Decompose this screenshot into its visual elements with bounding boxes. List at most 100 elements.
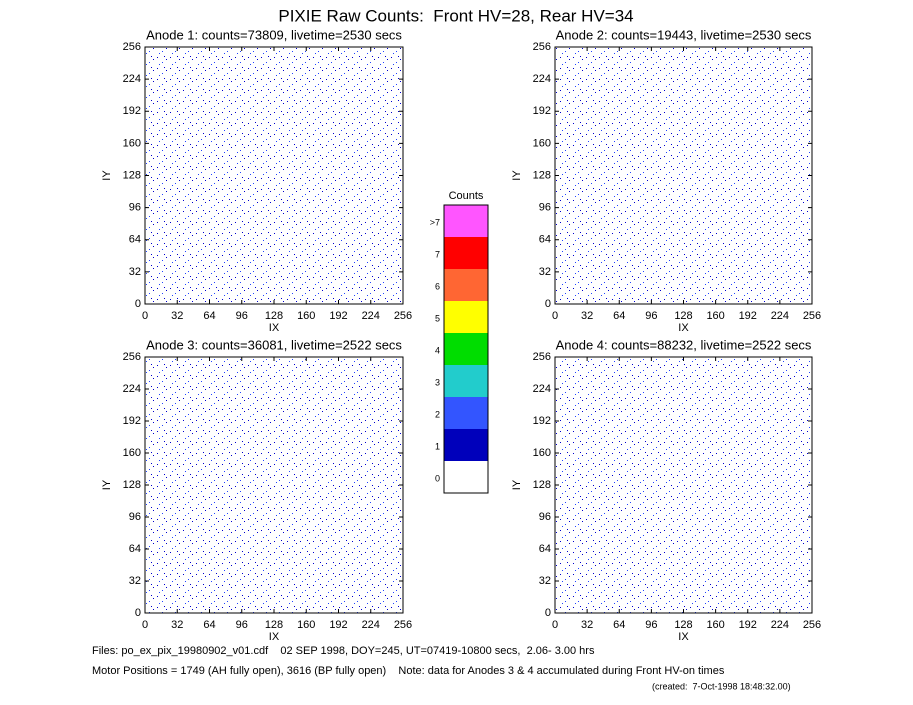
y-tick-label: 160 [123, 447, 141, 459]
y-tick-label: 32 [539, 575, 551, 587]
y-tick-label: 128 [123, 479, 141, 491]
y-tick-label: 192 [533, 415, 551, 427]
plot-texture [555, 47, 812, 304]
x-tick-label: 224 [771, 310, 789, 322]
x-tick-label: 32 [581, 619, 593, 631]
x-tick-label: 128 [674, 310, 692, 322]
colorbar-swatch [444, 365, 488, 397]
x-tick-label: 192 [739, 310, 757, 322]
colorbar-label: 0 [435, 473, 440, 483]
footer-line: Motor Positions = 1749 (AH fully open), … [92, 665, 725, 677]
colorbar-label: 3 [435, 377, 440, 387]
y-axis-label: IY [101, 170, 113, 181]
colorbar-label: 6 [435, 281, 440, 291]
x-tick-label: 96 [236, 310, 248, 322]
y-tick-label: 256 [123, 351, 141, 363]
y-tick-label: 64 [539, 543, 551, 555]
y-tick-label: 0 [135, 298, 141, 310]
y-tick-label: 256 [533, 351, 551, 363]
y-axis-label: IY [511, 170, 523, 181]
plot-texture [555, 357, 812, 613]
colorbar-swatch [444, 461, 488, 493]
y-tick-label: 64 [129, 234, 141, 246]
y-tick-label: 0 [135, 607, 141, 619]
x-axis-label: IX [678, 631, 689, 643]
y-tick-label: 128 [533, 479, 551, 491]
colorbar-label: 7 [435, 249, 440, 259]
x-tick-label: 0 [142, 619, 148, 631]
x-tick-label: 192 [329, 619, 347, 631]
y-tick-label: 256 [123, 41, 141, 53]
x-tick-label: 32 [171, 310, 183, 322]
colorbar-frame [443, 204, 489, 494]
x-tick-label: 224 [362, 619, 380, 631]
x-tick-label: 192 [739, 619, 757, 631]
colorbar-title: Counts [449, 190, 484, 202]
x-tick-label: 96 [645, 619, 657, 631]
y-tick-label: 32 [539, 266, 551, 278]
plot-texture [145, 47, 403, 304]
page-title: PIXIE Raw Counts: Front HV=28, Rear HV=3… [278, 6, 633, 25]
x-tick-label: 0 [552, 619, 558, 631]
x-tick-label: 256 [394, 310, 412, 322]
x-tick-label: 160 [706, 310, 724, 322]
y-tick-label: 224 [533, 73, 551, 85]
y-tick-label: 96 [129, 202, 141, 214]
y-tick-label: 192 [533, 105, 551, 117]
created-note: (created: 7-Oct-1998 18:48:32.00) [652, 681, 791, 691]
y-tick-label: 64 [129, 543, 141, 555]
x-tick-label: 256 [803, 619, 821, 631]
y-axis-label: IY [511, 479, 523, 490]
panel-title: Anode 3: counts=36081, livetime=2522 sec… [146, 337, 402, 352]
y-tick-label: 224 [533, 383, 551, 395]
x-tick-label: 256 [803, 310, 821, 322]
y-tick-label: 160 [533, 137, 551, 149]
colorbar-swatch [444, 301, 488, 333]
y-tick-label: 32 [129, 266, 141, 278]
colorbar-swatch [444, 269, 488, 301]
colorbar-label: 2 [435, 409, 440, 419]
y-tick-label: 128 [533, 169, 551, 181]
x-tick-label: 160 [706, 619, 724, 631]
x-tick-label: 64 [203, 619, 215, 631]
panel-title: Anode 4: counts=88232, livetime=2522 sec… [556, 337, 812, 352]
y-tick-label: 128 [123, 169, 141, 181]
x-tick-label: 32 [171, 619, 183, 631]
y-tick-label: 96 [539, 511, 551, 523]
colorbar-swatch [444, 205, 488, 237]
colorbar-label: 1 [435, 441, 440, 451]
x-tick-label: 128 [265, 619, 283, 631]
x-axis-label: IX [269, 631, 280, 643]
y-tick-label: 64 [539, 234, 551, 246]
x-axis-label: IX [678, 322, 689, 334]
y-tick-label: 256 [533, 41, 551, 53]
x-tick-label: 224 [771, 619, 789, 631]
x-tick-label: 192 [329, 310, 347, 322]
x-tick-label: 128 [674, 619, 692, 631]
y-tick-label: 160 [533, 447, 551, 459]
x-tick-label: 64 [613, 310, 625, 322]
x-tick-label: 96 [236, 619, 248, 631]
x-tick-label: 0 [552, 310, 558, 322]
y-tick-label: 32 [129, 575, 141, 587]
colorbar-label: >7 [430, 217, 440, 227]
panel-title: Anode 2: counts=19443, livetime=2530 sec… [556, 27, 812, 42]
x-axis-label: IX [269, 322, 280, 334]
y-tick-label: 0 [545, 607, 551, 619]
y-tick-label: 192 [123, 415, 141, 427]
y-tick-label: 192 [123, 105, 141, 117]
y-tick-label: 96 [129, 511, 141, 523]
x-tick-label: 64 [203, 310, 215, 322]
colorbar-label: 5 [435, 313, 440, 323]
x-tick-label: 32 [581, 310, 593, 322]
x-tick-label: 64 [613, 619, 625, 631]
footer-line: Files: po_ex_pix_19980902_v01.cdf 02 SEP… [92, 645, 595, 657]
y-tick-label: 160 [123, 137, 141, 149]
colorbar-swatch [444, 333, 488, 365]
x-tick-label: 256 [394, 619, 412, 631]
y-tick-label: 224 [123, 73, 141, 85]
panel-title: Anode 1: counts=73809, livetime=2530 sec… [146, 27, 402, 42]
colorbar-swatch [444, 397, 488, 429]
colorbar-label: 4 [435, 345, 440, 355]
